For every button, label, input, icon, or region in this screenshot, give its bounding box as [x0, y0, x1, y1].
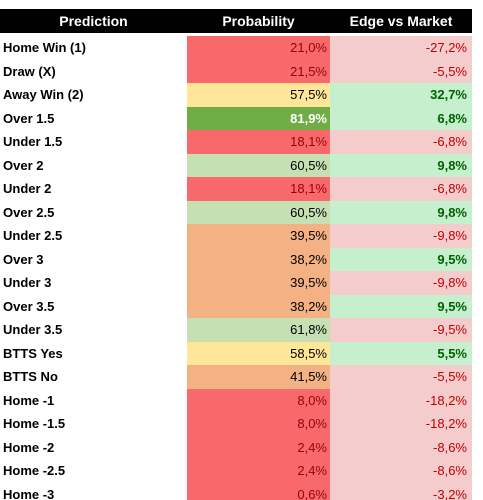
table-row: Home -1.5 8,0% -18,2% — [0, 412, 472, 436]
table-row: Away Win (2) 57,5% 32,7% — [0, 83, 472, 107]
edge-cell: 9,5% — [330, 247, 472, 272]
table-header: Prediction Probability Edge vs Market — [0, 9, 472, 33]
edge-cell: 5,5% — [330, 341, 472, 366]
edge-cell: 32,7% — [330, 83, 472, 107]
table-row: Over 2.5 60,5% 9,8% — [0, 200, 472, 225]
probability-cell: 39,5% — [187, 224, 330, 248]
probability-cell: 21,5% — [187, 59, 330, 84]
prediction-cell: Under 3 — [3, 275, 52, 291]
probability-cell: 18,1% — [187, 130, 330, 154]
table-row: Under 2 18,1% -6,8% — [0, 177, 472, 201]
prediction-cell: BTTS Yes — [3, 345, 63, 361]
probability-cell: 2,4% — [187, 435, 330, 460]
prediction-cell: Home -3 — [3, 486, 55, 500]
table-row: Home -3 0,6% -3,2% — [0, 482, 472, 500]
edge-cell: -9,5% — [330, 318, 472, 342]
probability-cell: 57,5% — [187, 83, 330, 107]
table-row: Over 1.5 81,9% 6,8% — [0, 106, 472, 131]
table-row: Under 3.5 61,8% -9,5% — [0, 318, 472, 342]
table-row: Draw (X) 21,5% -5,5% — [0, 59, 472, 84]
probability-cell: 58,5% — [187, 341, 330, 366]
edge-cell: -27,2% — [330, 36, 472, 60]
header-cell: Edge vs Market — [349, 13, 453, 29]
prediction-cell: Under 1.5 — [3, 134, 63, 150]
prediction-cell: Home -2.5 — [3, 463, 66, 479]
table-row: Home Win (1) 21,0% -27,2% — [0, 36, 472, 60]
table-row: Under 3 39,5% -9,8% — [0, 271, 472, 295]
table-row: Over 3.5 38,2% 9,5% — [0, 294, 472, 319]
edge-cell: 6,8% — [330, 106, 472, 131]
table-row: Under 1.5 18,1% -6,8% — [0, 130, 472, 154]
probability-cell: 38,2% — [187, 247, 330, 272]
table-row: Over 3 38,2% 9,5% — [0, 247, 472, 272]
header-cell: Probability — [222, 13, 295, 29]
edge-cell: -9,8% — [330, 271, 472, 295]
edge-cell: -8,6% — [330, 435, 472, 460]
table-row: Under 2.5 39,5% -9,8% — [0, 224, 472, 248]
table-row: Over 2 60,5% 9,8% — [0, 153, 472, 178]
prediction-cell: Under 3.5 — [3, 322, 63, 338]
probability-cell: 39,5% — [187, 271, 330, 295]
probability-cell: 2,4% — [187, 459, 330, 483]
probability-cell: 8,0% — [187, 388, 330, 413]
prediction-cell: Home -2 — [3, 439, 55, 455]
edge-cell: -18,2% — [330, 412, 472, 436]
probability-cell: 0,6% — [187, 482, 330, 500]
edge-cell: -8,6% — [330, 459, 472, 483]
prediction-cell: Home -1.5 — [3, 416, 66, 432]
prediction-cell: Over 3.5 — [3, 298, 55, 314]
edge-cell: -9,8% — [330, 224, 472, 248]
probability-cell: 18,1% — [187, 177, 330, 201]
prediction-cell: Over 3 — [3, 251, 44, 267]
prediction-cell: Draw (X) — [3, 63, 56, 79]
probability-cell: 38,2% — [187, 294, 330, 319]
edge-cell: 9,8% — [330, 200, 472, 225]
edge-cell: -6,8% — [330, 177, 472, 201]
edge-cell: 9,8% — [330, 153, 472, 178]
prediction-cell: Under 2.5 — [3, 228, 63, 244]
table-row: Home -2.5 2,4% -8,6% — [0, 459, 472, 483]
prediction-cell: Away Win (2) — [3, 87, 84, 103]
probability-cell: 60,5% — [187, 153, 330, 178]
table-row: Home -1 8,0% -18,2% — [0, 388, 472, 413]
prediction-cell: Over 1.5 — [3, 110, 55, 126]
edge-cell: -3,2% — [330, 482, 472, 500]
prediction-cell: Home -1 — [3, 392, 55, 408]
edge-cell: -6,8% — [330, 130, 472, 154]
probability-cell: 21,0% — [187, 36, 330, 60]
edge-cell: -5,5% — [330, 59, 472, 84]
edge-cell: -18,2% — [330, 388, 472, 413]
prediction-cell: Home Win (1) — [3, 40, 86, 56]
table-row: BTTS No 41,5% -5,5% — [0, 365, 472, 389]
probability-cell: 8,0% — [187, 412, 330, 436]
edge-cell: -5,5% — [330, 365, 472, 389]
header-cell: Prediction — [59, 13, 128, 29]
prediction-cell: Over 2.5 — [3, 204, 55, 220]
probability-cell: 41,5% — [187, 365, 330, 389]
prediction-cell: Under 2 — [3, 181, 52, 197]
probability-cell: 60,5% — [187, 200, 330, 225]
probability-cell: 81,9% — [187, 106, 330, 131]
table-row: BTTS Yes 58,5% 5,5% — [0, 341, 472, 366]
edge-cell: 9,5% — [330, 294, 472, 319]
prediction-cell: Over 2 — [3, 157, 44, 173]
probability-cell: 61,8% — [187, 318, 330, 342]
table-row: Home -2 2,4% -8,6% — [0, 435, 472, 460]
prediction-cell: BTTS No — [3, 369, 58, 385]
